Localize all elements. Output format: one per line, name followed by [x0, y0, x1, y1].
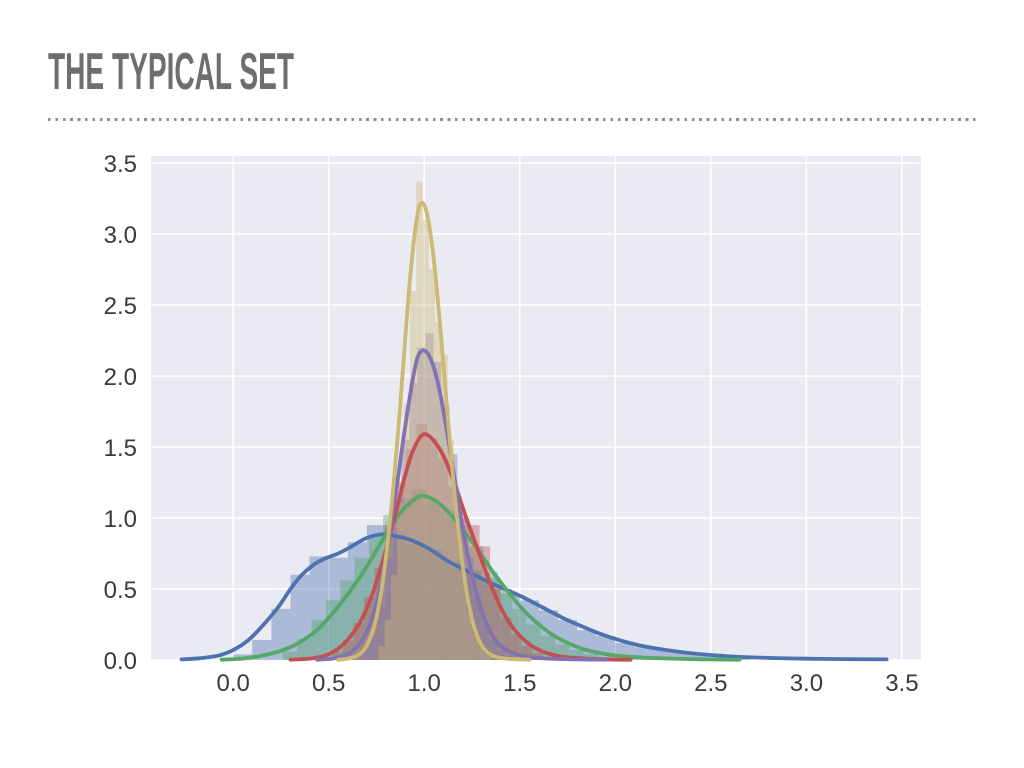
histogram-bar-khaki-narrowest: [384, 620, 391, 660]
y-tick-label: 2.5: [104, 293, 137, 320]
histogram-bar-khaki-narrowest: [472, 634, 480, 660]
histogram-bar-khaki-narrowest: [485, 654, 492, 660]
histogram-bar-green: [411, 489, 427, 660]
histogram-bar-purple: [409, 383, 418, 660]
histogram-bar-khaki-narrowest: [454, 518, 461, 660]
dotted-divider: [48, 118, 976, 121]
histogram-bar-red: [374, 567, 385, 660]
histogram-bar-red: [511, 634, 522, 660]
histogram-bar-red: [416, 424, 428, 660]
histogram-bar-khaki-narrowest: [460, 572, 467, 660]
y-tick-label: 2.0: [104, 364, 137, 391]
x-tick-label: 1.0: [408, 670, 441, 697]
histogram-bar-green: [454, 525, 470, 660]
histogram-bar-red: [448, 486, 459, 660]
kde-curve-green: [219, 493, 742, 662]
histogram-bar-purple: [441, 404, 450, 660]
histogram-bar-red: [353, 623, 364, 660]
histogram-bar-purple: [417, 347, 426, 660]
x-tick-label: 1.5: [503, 670, 536, 697]
histogram-bar-red: [458, 518, 470, 660]
y-tick-label: 3.0: [104, 222, 137, 249]
histogram-bar-khaki-narrowest: [447, 439, 454, 660]
x-tick-label: 3.5: [885, 670, 918, 697]
histogram-bar-blue-widest: [519, 600, 539, 660]
histogram-bar-red: [490, 589, 501, 660]
histogram-bar-red: [469, 525, 480, 660]
histogram-bar-purple: [497, 650, 506, 660]
kde-curve-purple: [315, 348, 608, 662]
histogram-bar-blue-widest: [538, 610, 558, 660]
histogram-bar-purple: [433, 361, 442, 660]
histogram-bar-khaki-narrowest: [409, 290, 417, 660]
histogram-bar-khaki-narrowest: [391, 574, 398, 660]
kde-curve-blue-widest: [179, 532, 889, 662]
histogram-bar-purple: [481, 623, 490, 660]
histogram-bar-blue-widest: [405, 543, 425, 660]
histogram-bar-purple: [377, 606, 386, 660]
histogram-bar-green: [426, 501, 441, 660]
histogram-bar-khaki-narrowest: [378, 645, 385, 660]
y-tick-label: 3.5: [104, 151, 137, 178]
kde-curve-red: [288, 432, 633, 662]
histogram-bar-green: [440, 510, 455, 660]
plot-background: [151, 156, 921, 660]
histogram-bar-red: [395, 482, 407, 660]
histogram-bar-khaki-narrowest: [403, 404, 410, 660]
x-tick-label: 2.5: [694, 670, 727, 697]
histogram-bar-khaki-narrowest: [428, 269, 436, 660]
y-tick-label: 0.0: [104, 648, 137, 675]
histogram-bar-khaki-narrowest: [435, 322, 442, 660]
histogram-bar-blue-widest: [443, 560, 463, 660]
histogram-bar-purple: [473, 596, 482, 660]
distribution-chart: 0.0 0.5 1.0 1.5 2.0 2.5 3.0 3.5 0.0 0.5 1.0 1.5 2.0 2…: [104, 151, 921, 697]
histogram-bar-green: [569, 650, 584, 660]
histogram-bar-purple: [457, 510, 466, 660]
histogram-bar-purple: [361, 648, 370, 660]
histogram-bar-khaki-narrowest: [422, 219, 429, 660]
histogram-bar-red: [500, 617, 512, 660]
x-tick-label: 0.5: [312, 670, 345, 697]
histogram-bar-blue-widest: [558, 620, 578, 660]
histogram-bar-red: [406, 449, 417, 660]
histogram-bar-blue-widest: [653, 650, 673, 660]
y-tick-label: 0.5: [104, 577, 137, 604]
histogram-bar-red: [343, 640, 354, 660]
histogram-bar-purple: [449, 454, 458, 660]
kde-curve-khaki-narrowest: [336, 200, 532, 662]
histogram-bar-purple: [385, 557, 394, 660]
histogram-bar-blue-widest: [424, 549, 444, 660]
histogram-bar-purple: [393, 503, 402, 660]
histogram-bar-red: [479, 546, 491, 660]
histogram-bar-khaki-narrowest: [466, 610, 473, 660]
slide-title: THE TYPICAL SET: [48, 43, 294, 101]
histogram-bar-blue-widest: [672, 652, 692, 660]
x-tick-label: 0.0: [217, 670, 250, 697]
x-tick-label: 2.0: [599, 670, 632, 697]
y-tick-label: 1.5: [104, 435, 137, 462]
histogram-bar-green: [282, 651, 298, 660]
histogram-bar-khaki-narrowest: [479, 647, 486, 660]
histogram-bar-purple: [401, 439, 410, 660]
histogram-bar-khaki-narrowest: [416, 181, 423, 660]
y-tick-label: 1.0: [104, 506, 137, 533]
histogram-bar-khaki-narrowest: [397, 503, 404, 660]
histogram-bar-blue-widest: [386, 535, 406, 660]
x-tick-label: 3.0: [790, 670, 823, 697]
histogram-bar-purple: [489, 640, 498, 660]
histogram-bar-red: [385, 525, 396, 660]
histogram-bar-red: [521, 645, 533, 660]
histogram-bar-purple: [369, 634, 378, 660]
